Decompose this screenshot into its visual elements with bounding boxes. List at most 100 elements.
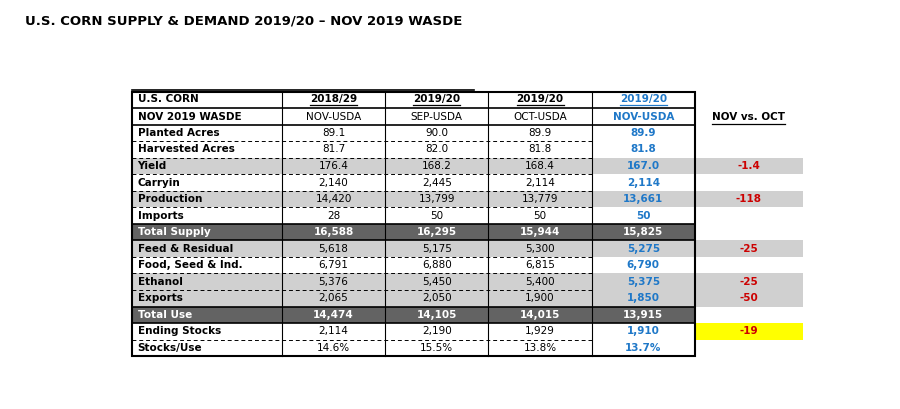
- Bar: [132, 224, 695, 240]
- Bar: [132, 207, 695, 224]
- Text: 2,114: 2,114: [525, 178, 555, 188]
- Text: 2,190: 2,190: [422, 326, 452, 336]
- Text: 6,815: 6,815: [525, 260, 555, 270]
- Text: NOV-USDA: NOV-USDA: [306, 112, 361, 122]
- Text: 82.0: 82.0: [426, 144, 448, 155]
- Text: 176.4: 176.4: [319, 161, 348, 171]
- Text: Ending Stocks: Ending Stocks: [138, 326, 220, 336]
- Text: Planted Acres: Planted Acres: [138, 128, 220, 138]
- Bar: [695, 274, 803, 290]
- Text: U.S. CORN: U.S. CORN: [138, 94, 198, 104]
- Bar: [695, 158, 803, 174]
- Text: 50: 50: [430, 211, 444, 220]
- Text: 5,275: 5,275: [626, 244, 660, 254]
- Text: 89.1: 89.1: [322, 128, 346, 138]
- Text: Total Use: Total Use: [138, 310, 192, 320]
- Bar: [695, 191, 803, 207]
- Bar: [695, 323, 803, 339]
- Bar: [132, 339, 695, 356]
- Text: 16,588: 16,588: [313, 227, 354, 237]
- Text: Production: Production: [138, 194, 202, 204]
- Bar: [132, 125, 695, 141]
- Text: NOV vs. OCT: NOV vs. OCT: [713, 112, 786, 122]
- Text: 5,375: 5,375: [626, 277, 660, 287]
- Bar: [132, 141, 695, 158]
- Text: Total Supply: Total Supply: [138, 227, 211, 237]
- Text: 2,065: 2,065: [319, 293, 348, 303]
- Text: 6,790: 6,790: [626, 260, 660, 270]
- Text: 15,944: 15,944: [520, 227, 561, 237]
- Text: 2,114: 2,114: [319, 326, 348, 336]
- Bar: [132, 174, 695, 191]
- Bar: [695, 290, 803, 306]
- Text: 6,791: 6,791: [319, 260, 348, 270]
- Text: NOV 2019 WASDE: NOV 2019 WASDE: [138, 112, 241, 122]
- Text: 1,900: 1,900: [526, 293, 555, 303]
- Text: 167.0: 167.0: [626, 161, 660, 171]
- Text: 6,880: 6,880: [422, 260, 452, 270]
- Bar: [132, 92, 695, 108]
- Text: Harvested Acres: Harvested Acres: [138, 144, 235, 155]
- Text: 5,450: 5,450: [422, 277, 452, 287]
- Text: Stocks/Use: Stocks/Use: [138, 343, 202, 353]
- Text: 168.2: 168.2: [422, 161, 452, 171]
- Text: -25: -25: [740, 277, 759, 287]
- Text: 2019/20: 2019/20: [620, 94, 667, 104]
- Text: Exports: Exports: [138, 293, 183, 303]
- Text: 2,114: 2,114: [626, 178, 660, 188]
- Text: 14,105: 14,105: [417, 310, 457, 320]
- Bar: [132, 108, 695, 125]
- Text: 50: 50: [636, 211, 651, 220]
- Text: 89.9: 89.9: [528, 128, 552, 138]
- Bar: [132, 191, 695, 207]
- Bar: [132, 158, 695, 174]
- Text: 89.9: 89.9: [631, 128, 656, 138]
- Text: -25: -25: [740, 244, 759, 254]
- Text: 2,050: 2,050: [422, 293, 452, 303]
- Text: 16,295: 16,295: [417, 227, 457, 237]
- Text: -50: -50: [740, 293, 759, 303]
- Text: 14,015: 14,015: [520, 310, 561, 320]
- Bar: [132, 290, 695, 306]
- Text: -19: -19: [740, 326, 759, 336]
- Text: 5,376: 5,376: [319, 277, 348, 287]
- Text: 15,825: 15,825: [623, 227, 663, 237]
- Text: 2019/20: 2019/20: [413, 94, 461, 104]
- Bar: [132, 323, 695, 339]
- Text: 81.7: 81.7: [322, 144, 346, 155]
- Text: 5,300: 5,300: [526, 244, 555, 254]
- Text: Ethanol: Ethanol: [138, 277, 183, 287]
- Text: 2018/29: 2018/29: [310, 94, 357, 104]
- Text: NOV-USDA: NOV-USDA: [613, 112, 674, 122]
- Text: OCT-USDA: OCT-USDA: [513, 112, 567, 122]
- Bar: [695, 240, 803, 257]
- Text: 13,779: 13,779: [522, 194, 558, 204]
- Text: 15.5%: 15.5%: [420, 343, 454, 353]
- Bar: [132, 274, 695, 290]
- Text: -1.4: -1.4: [737, 161, 760, 171]
- Text: 2,445: 2,445: [422, 178, 452, 188]
- Text: SEP-USDA: SEP-USDA: [410, 112, 463, 122]
- Text: 50: 50: [534, 211, 546, 220]
- Text: 81.8: 81.8: [630, 144, 656, 155]
- Text: 5,618: 5,618: [319, 244, 348, 254]
- Text: 168.4: 168.4: [525, 161, 555, 171]
- Bar: [132, 92, 695, 356]
- Text: -118: -118: [736, 194, 762, 204]
- Text: Food, Seed & Ind.: Food, Seed & Ind.: [138, 260, 242, 270]
- Text: 90.0: 90.0: [426, 128, 448, 138]
- Text: 13,661: 13,661: [623, 194, 663, 204]
- Text: 13.7%: 13.7%: [626, 343, 662, 353]
- Text: 13,915: 13,915: [623, 310, 663, 320]
- Text: 5,175: 5,175: [422, 244, 452, 254]
- Text: 1,910: 1,910: [627, 326, 660, 336]
- Bar: [132, 240, 695, 257]
- Text: U.S. CORN SUPPLY & DEMAND 2019/20 – NOV 2019 WASDE: U.S. CORN SUPPLY & DEMAND 2019/20 – NOV …: [25, 14, 463, 27]
- Text: 13,799: 13,799: [418, 194, 455, 204]
- Text: Yield: Yield: [138, 161, 166, 171]
- Text: 1,929: 1,929: [525, 326, 555, 336]
- Bar: [132, 257, 695, 274]
- Text: Carryin: Carryin: [138, 178, 180, 188]
- Text: 14,474: 14,474: [313, 310, 354, 320]
- Text: 5,400: 5,400: [526, 277, 555, 287]
